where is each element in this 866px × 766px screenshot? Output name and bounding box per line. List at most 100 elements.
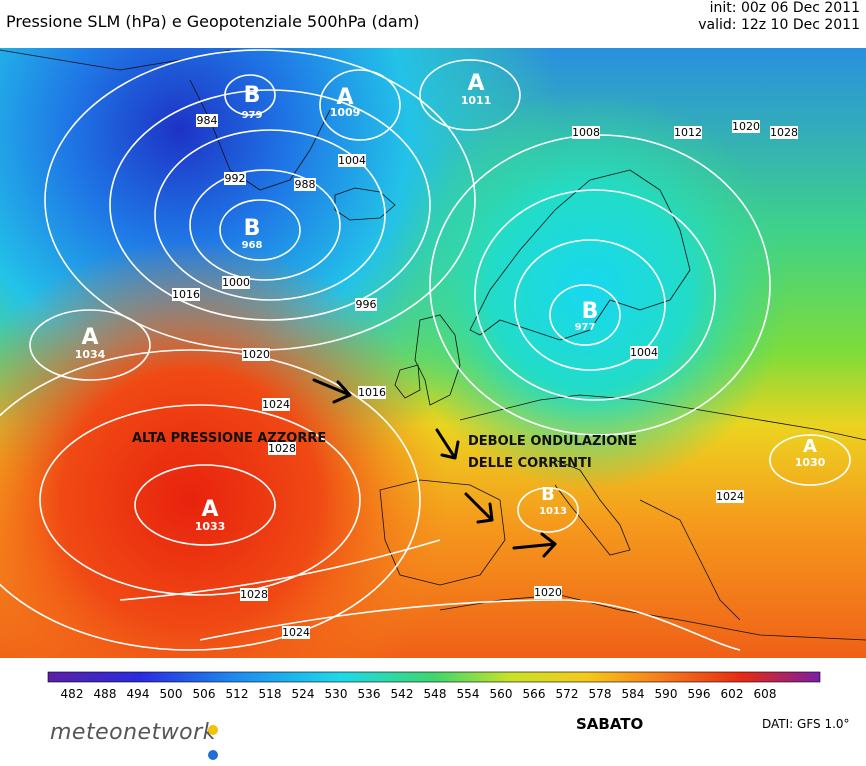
center-value-north: 1009 — [330, 106, 361, 119]
center-letter-scandinavia: B — [582, 299, 599, 324]
svg-text:1024: 1024 — [282, 626, 310, 639]
arrow-west — [312, 378, 352, 404]
center-letter-east: A — [803, 436, 817, 457]
isobar-label-1020-south: 1020 — [534, 586, 562, 599]
weather-map: B 979 A 1009 A 1011 B 968 A 1034 A 1033 … — [0, 48, 866, 658]
balkans-coast — [639, 499, 741, 621]
svg-text:984: 984 — [197, 114, 218, 127]
tick-572: 572 — [556, 687, 579, 701]
isobar-label-1016-atlantic: 1016 — [172, 288, 200, 301]
annotation-azores-high: ALTA PRESSIONE AZZORRE — [132, 431, 326, 446]
annotation-undulation-2: DELLE CORRENTI — [468, 456, 592, 471]
svg-text:1008: 1008 — [572, 126, 600, 139]
svg-text:1028: 1028 — [268, 442, 296, 455]
tick-488: 488 — [94, 687, 117, 701]
svg-text:992: 992 — [225, 172, 246, 185]
tick-536: 536 — [358, 687, 381, 701]
meteonetwork-logo: meteonetwork — [50, 720, 218, 760]
svg-text:1028: 1028 — [770, 126, 798, 139]
isobar-label-1028-atlantic: 1028 — [268, 442, 296, 455]
arrow-mediterranean — [512, 532, 557, 558]
arrows — [312, 378, 557, 558]
tick-524: 524 — [292, 687, 315, 701]
isobar-low-scandinavia-2 — [514, 239, 666, 371]
tick-542: 542 — [391, 687, 414, 701]
isobar-label-1028-south: 1028 — [240, 588, 268, 601]
center-value-greenland: 979 — [242, 110, 263, 121]
isobar-south-2 — [119, 539, 441, 601]
svg-text:1020: 1020 — [732, 120, 760, 133]
colorbar: 482 488 494 500 506 512 518 524 530 536 … — [47, 671, 821, 701]
center-letter-greenland: B — [244, 83, 261, 108]
init-time: init: 00z 06 Dec 2011 — [709, 0, 860, 16]
isobar-label-992: 992 — [224, 172, 246, 185]
svg-text:1004: 1004 — [630, 346, 658, 359]
center-value-azores: 1033 — [195, 520, 226, 533]
svg-text:1024: 1024 — [716, 490, 744, 503]
center-letter-norwegian: A — [467, 71, 484, 96]
isobar-label-1024-atlantic: 1024 — [262, 398, 290, 411]
arrow-iberia — [464, 492, 494, 524]
isobar-high-east — [769, 434, 851, 486]
run-info: init: 00z 06 Dec 2011 valid: 12z 10 Dec … — [698, 0, 860, 34]
isobar-low-iceland-1 — [219, 199, 301, 261]
svg-text:1000: 1000 — [222, 276, 250, 289]
isobar-label-1016-central: 1016 — [358, 386, 386, 399]
isobar-low-italy — [517, 487, 579, 533]
svg-text:996: 996 — [356, 298, 377, 311]
ireland-coast — [394, 364, 421, 399]
north-africa-coast — [439, 594, 866, 641]
tick-608: 608 — [754, 687, 777, 701]
isobar-label-988: 988 — [294, 178, 316, 191]
isobar-label-1020-central: 1020 — [242, 348, 270, 361]
isobar-high-azores-2 — [39, 404, 361, 596]
isobar-label-1004-central: 1004 — [630, 346, 658, 359]
center-letter-italy: B — [541, 484, 555, 505]
tick-530: 530 — [325, 687, 348, 701]
logo-dot-blue — [208, 750, 218, 760]
tick-566: 566 — [523, 687, 546, 701]
svg-text:1020: 1020 — [242, 348, 270, 361]
center-value-scandinavia: 977 — [575, 322, 596, 333]
center-value-iceland: 968 — [242, 240, 263, 251]
center-value-atlantic: 1034 — [75, 348, 106, 361]
center-letter-iceland: B — [244, 216, 261, 241]
svg-text:1016: 1016 — [358, 386, 386, 399]
isobar-label-996: 996 — [355, 298, 377, 311]
iberia-coast — [379, 479, 506, 586]
isobar-low-scandinavia-3 — [474, 189, 716, 401]
isobar-label-984: 984 — [196, 114, 218, 127]
pressure-centers: B 979 A 1009 A 1011 B 968 A 1034 A 1033 … — [75, 71, 826, 533]
annotations: ALTA PRESSIONE AZZORRE DEBOLE ONDULAZION… — [132, 431, 637, 471]
tick-590: 590 — [655, 687, 678, 701]
valid-time: valid: 12z 10 Dec 2011 — [698, 17, 860, 33]
isobar-label-1000: 1000 — [222, 276, 250, 289]
isobar-label-1004-north: 1004 — [338, 154, 366, 167]
isobar-label-1008-north: 1008 — [572, 126, 600, 139]
isobar-label-1020-ne: 1020 — [732, 120, 760, 133]
isobar-high-azores-3 — [0, 349, 421, 651]
tick-584: 584 — [622, 687, 645, 701]
annotation-undulation-1: DEBOLE ONDULAZIONE — [468, 434, 637, 449]
isobars — [0, 49, 851, 651]
isobar-low-iceland-2 — [189, 169, 341, 281]
italy-coast — [554, 459, 631, 556]
arrow-channel — [435, 428, 460, 460]
isobar-south-1 — [199, 599, 741, 651]
isobar-high-north — [319, 69, 401, 141]
tick-482: 482 — [61, 687, 84, 701]
scandinavia-coast — [469, 169, 691, 341]
center-value-norwegian: 1011 — [461, 94, 492, 107]
center-letter-azores: A — [201, 497, 218, 522]
isobar-high-north-atlantic — [29, 309, 151, 381]
svg-text:1016: 1016 — [172, 288, 200, 301]
svg-text:1028: 1028 — [240, 588, 268, 601]
isobar-label-1028-ne: 1028 — [770, 126, 798, 139]
tick-578: 578 — [589, 687, 612, 701]
center-letter-atlantic: A — [81, 325, 98, 350]
tick-596: 596 — [688, 687, 711, 701]
isobar-high-norwegian-sea — [419, 59, 521, 131]
svg-text:988: 988 — [295, 178, 316, 191]
tick-554: 554 — [457, 687, 480, 701]
tick-518: 518 — [259, 687, 282, 701]
